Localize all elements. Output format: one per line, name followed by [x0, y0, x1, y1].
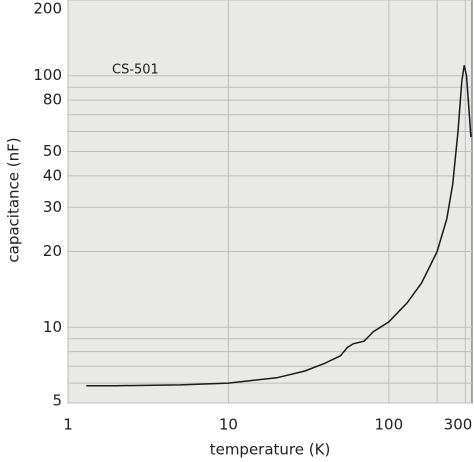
y-tick-label: 50	[43, 142, 62, 160]
y-tick-label: 5	[52, 392, 62, 410]
x-tick-label: 10	[219, 416, 238, 434]
y-axis-label: capacitance (nF)	[5, 137, 23, 262]
x-axis-label: temperature (K)	[210, 441, 331, 459]
y-tick-label: 100	[33, 66, 62, 84]
x-tick-label: 300	[444, 416, 473, 434]
y-tick-label: 10	[43, 318, 62, 336]
y-tick-label: 200	[33, 0, 62, 18]
y-tick-label: 40	[43, 166, 62, 184]
data-line	[86, 65, 472, 387]
y-tick-label: 80	[43, 91, 62, 109]
plot-area	[67, 0, 473, 404]
annotation: CS-501	[112, 63, 159, 78]
x-tick-label: 100	[375, 416, 404, 434]
y-tick-label: 20	[43, 242, 62, 260]
x-tick-label: 1	[63, 416, 73, 434]
y-tick-label: 30	[43, 198, 62, 216]
